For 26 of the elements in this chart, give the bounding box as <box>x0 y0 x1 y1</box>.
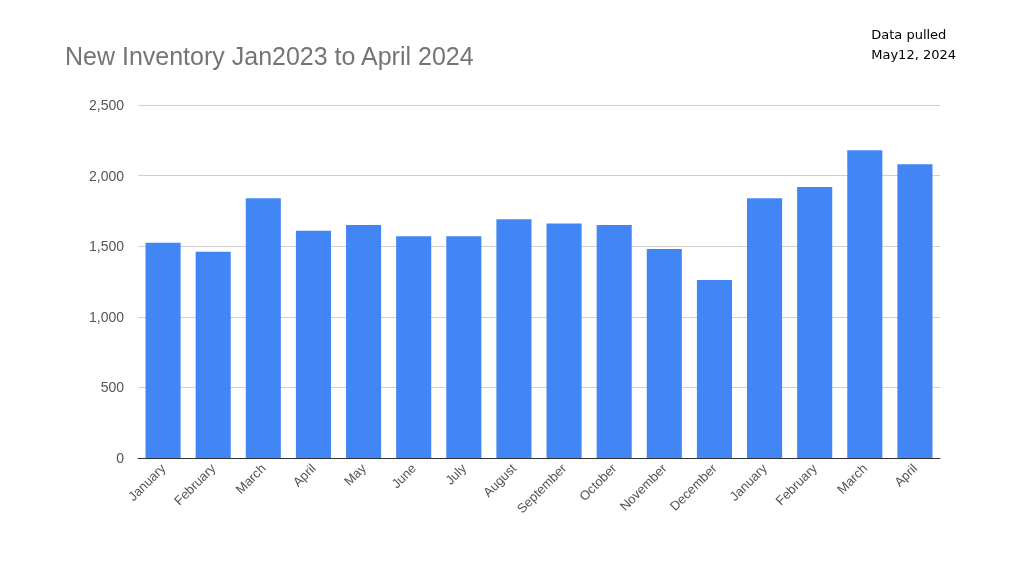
bar <box>546 223 582 458</box>
bar <box>646 249 682 458</box>
bar <box>446 236 482 458</box>
bar <box>195 251 231 458</box>
bar <box>797 186 833 458</box>
bar <box>496 219 532 458</box>
bar <box>295 230 331 458</box>
bar <box>897 164 933 458</box>
y-tick-label: 2,000 <box>88 167 125 184</box>
y-tick-label: 1,000 <box>88 308 125 325</box>
bar <box>747 198 783 458</box>
bar <box>847 150 883 458</box>
x-tick-label: May <box>340 460 370 489</box>
text: Data pulled May12, 2024 <box>871 26 957 62</box>
y-tick-label: 1,500 <box>88 238 125 255</box>
y-tick-label: 0 <box>116 450 125 466</box>
y-tick-label: 2,500 <box>88 97 125 113</box>
x-tick-label: July <box>442 460 470 488</box>
bar <box>346 225 382 458</box>
bar <box>696 280 732 458</box>
bar <box>145 242 181 458</box>
bar <box>396 236 432 458</box>
y-tick-label: 500 <box>100 379 125 396</box>
bar <box>245 198 281 458</box>
chart-title: New Inventory Jan2023 to April 2024 <box>65 41 474 70</box>
bar <box>596 225 632 458</box>
